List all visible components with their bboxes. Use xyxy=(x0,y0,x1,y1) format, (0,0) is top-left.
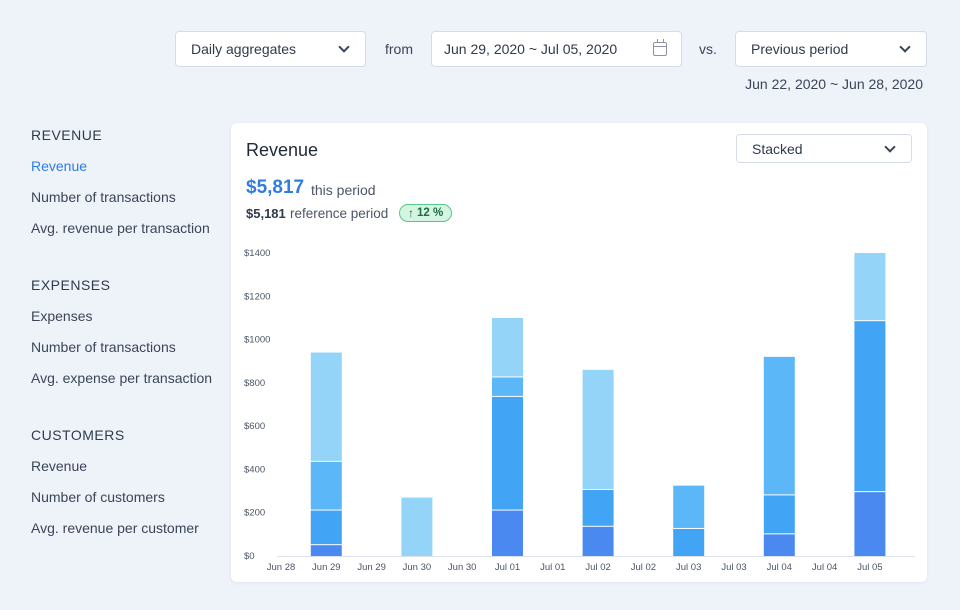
change-value: 12 % xyxy=(417,207,444,219)
comparison-select[interactable]: Previous period xyxy=(735,31,927,67)
comparison-select-value: Previous period xyxy=(751,41,849,57)
bar-segment[interactable] xyxy=(763,495,795,534)
y-tick-label: $600 xyxy=(244,421,265,432)
bar-segment[interactable] xyxy=(763,356,795,495)
sidebar-heading: REVENUE xyxy=(31,127,103,143)
bar-segment[interactable] xyxy=(673,485,705,528)
bar-segment[interactable] xyxy=(673,528,705,556)
chart-mode-select[interactable]: Stacked xyxy=(736,134,912,163)
date-range-value: Jun 29, 2020 ~ Jul 05, 2020 xyxy=(444,41,618,57)
y-tick-label: $1400 xyxy=(244,248,270,259)
bar-segment[interactable] xyxy=(492,317,523,377)
x-tick-label: Jul 01 xyxy=(495,562,520,573)
bar-segment[interactable] xyxy=(492,510,523,556)
sidebar-item-expenses[interactable]: Expenses xyxy=(31,308,93,324)
chart-mode-value: Stacked xyxy=(752,140,803,157)
date-range-picker[interactable]: Jun 29, 2020 ~ Jul 05, 2020 xyxy=(431,31,682,67)
bar-segment[interactable] xyxy=(492,396,523,510)
x-tick-label: Jun 29 xyxy=(357,562,386,573)
bar-segment[interactable] xyxy=(310,545,342,556)
x-tick-label: Jun 28 xyxy=(267,562,296,573)
sidebar-item-number-of-customers[interactable]: Number of customers xyxy=(31,489,165,505)
x-tick-label: Jul 04 xyxy=(767,562,792,573)
sidebar-item-transactions[interactable]: Number of transactions xyxy=(31,189,176,205)
x-tick-label: Jul 05 xyxy=(857,562,882,573)
calendar-icon xyxy=(653,39,667,56)
sidebar-item-customer-revenue[interactable]: Revenue xyxy=(31,458,88,474)
bar-segment[interactable] xyxy=(582,489,614,526)
x-tick-label: Jun 30 xyxy=(403,562,432,573)
sidebar-group-revenue: REVENUE Revenue Number of transactions A… xyxy=(31,126,221,250)
sidebar-heading: CUSTOMERS xyxy=(31,427,125,443)
y-tick-label: $1000 xyxy=(244,335,270,346)
x-tick-label: Jul 01 xyxy=(540,562,565,573)
reference-period-value: $5,181 xyxy=(246,206,286,221)
bar-segment[interactable] xyxy=(854,492,886,556)
x-tick-label: Jul 03 xyxy=(676,562,701,573)
bar-segment[interactable] xyxy=(582,369,614,489)
aggregation-select-value: Daily aggregates xyxy=(191,41,297,57)
reference-range: Jun 22, 2020 ~ Jun 28, 2020 xyxy=(745,76,923,92)
x-tick-label: Jul 04 xyxy=(812,562,837,573)
bar-segment[interactable] xyxy=(582,526,614,556)
bar-segment[interactable] xyxy=(310,461,342,510)
sidebar-item-avg-expense-per-transaction[interactable]: Avg. expense per transaction xyxy=(31,370,213,386)
bar-segment[interactable] xyxy=(310,352,342,461)
revenue-bar-chart: $0 $200 $400 $600 $800 $1000 $1200 $1400 Jun 28 J… xyxy=(244,248,915,573)
y-tick-label: $800 xyxy=(244,378,265,389)
bar-segment[interactable] xyxy=(854,321,886,492)
sidebar-item-avg-revenue-per-customer[interactable]: Avg. revenue per customer xyxy=(31,520,199,536)
card-title: Revenue xyxy=(246,140,319,160)
sidebar-group-expenses: EXPENSES Expenses Number of transactions… xyxy=(31,276,221,400)
x-tick-label: Jul 02 xyxy=(585,562,610,573)
bar-segment[interactable] xyxy=(401,497,433,556)
bar-segment[interactable] xyxy=(854,253,886,321)
bar-segment[interactable] xyxy=(492,377,523,396)
vs-label: vs. xyxy=(699,41,717,57)
change-badge: ↑ 12 % xyxy=(399,204,453,222)
aggregation-select[interactable]: Daily aggregates xyxy=(175,31,366,67)
sidebar-item-expense-transactions[interactable]: Number of transactions xyxy=(31,339,176,355)
y-tick-label: $200 xyxy=(244,508,265,519)
sidebar-item-revenue[interactable]: Revenue xyxy=(31,158,88,174)
y-tick-label: $1200 xyxy=(244,291,270,302)
x-tick-label: Jun 29 xyxy=(312,562,341,573)
x-tick-label: Jul 03 xyxy=(721,562,746,573)
current-period-value: $5,817 xyxy=(246,177,305,198)
chevron-down-icon xyxy=(338,41,350,53)
chevron-down-icon xyxy=(899,41,911,53)
arrow-up-icon: ↑ xyxy=(408,206,414,220)
sidebar-group-customers: CUSTOMERS Revenue Number of customers Av… xyxy=(31,426,221,550)
reference-period-label: reference period xyxy=(290,206,389,221)
sidebar-item-avg-revenue-per-transaction[interactable]: Avg. revenue per transaction xyxy=(31,220,210,236)
y-tick-label: $0 xyxy=(244,551,255,562)
bar-segment[interactable] xyxy=(310,510,342,545)
y-tick-label: $400 xyxy=(244,464,265,475)
from-label: from xyxy=(385,41,413,57)
sidebar-heading: EXPENSES xyxy=(31,277,111,293)
x-tick-label: Jul 02 xyxy=(631,562,656,573)
x-tick-label: Jun 30 xyxy=(448,562,477,573)
bar-segment[interactable] xyxy=(763,534,795,556)
revenue-card: Revenue Stacked $5,817 this period $5,18… xyxy=(231,123,927,582)
metric-sidebar: REVENUE Revenue Number of transactions A… xyxy=(31,126,221,576)
current-period-label: this period xyxy=(311,182,376,198)
